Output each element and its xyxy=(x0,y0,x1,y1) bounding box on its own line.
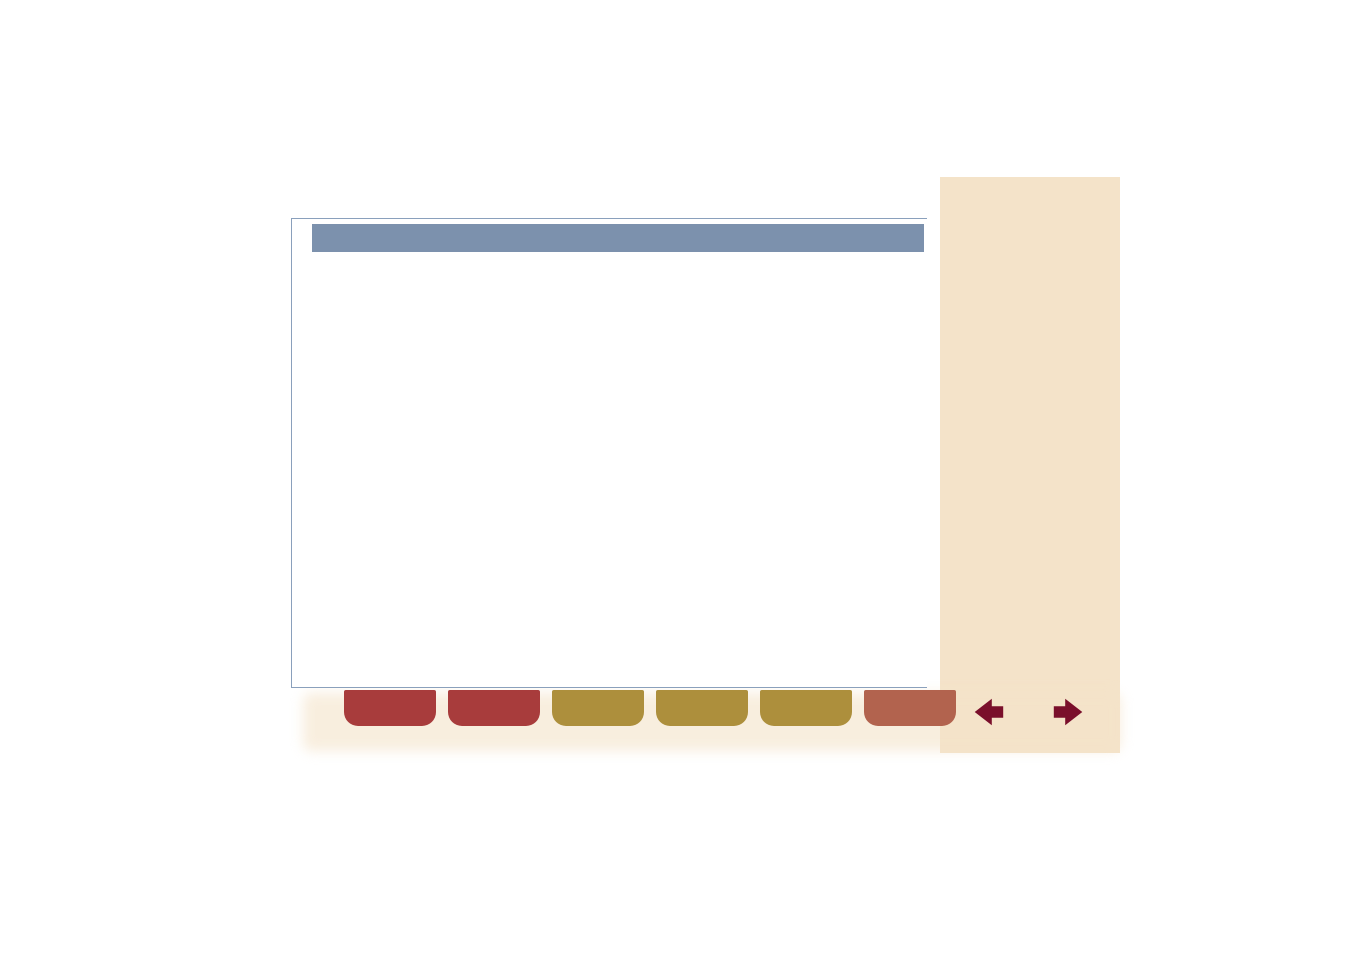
arrow-right-icon xyxy=(1050,693,1088,731)
prev-arrow-button[interactable] xyxy=(969,693,1007,731)
tab-2[interactable] xyxy=(448,690,540,726)
tab-3[interactable] xyxy=(552,690,644,726)
tab-1[interactable] xyxy=(344,690,436,726)
tab-6[interactable] xyxy=(864,690,956,726)
tab-5[interactable] xyxy=(760,690,852,726)
tab-4[interactable] xyxy=(656,690,748,726)
next-arrow-button[interactable] xyxy=(1050,693,1088,731)
frame-header-bar xyxy=(312,224,924,252)
content-frame xyxy=(291,218,927,688)
arrow-left-icon xyxy=(969,693,1007,731)
sidebar-panel xyxy=(940,177,1120,753)
stage xyxy=(0,0,1351,954)
